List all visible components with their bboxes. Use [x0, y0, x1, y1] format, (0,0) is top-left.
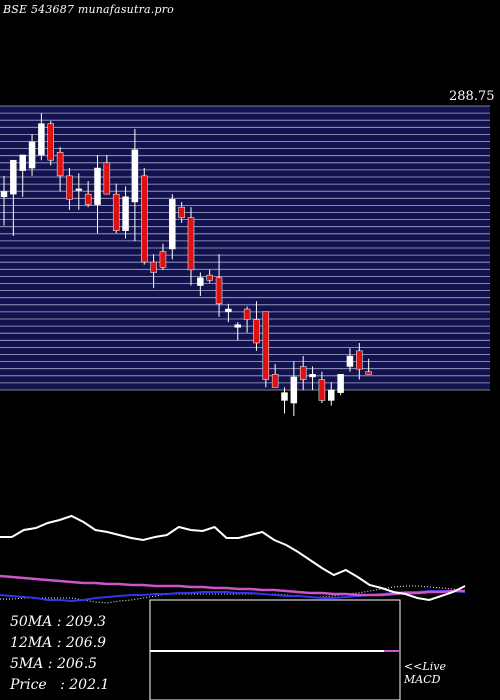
candle-body: [356, 350, 363, 370]
candle-body: [318, 379, 326, 401]
candle-body: [84, 193, 92, 205]
candles-group: [0, 113, 372, 417]
candle-body: [122, 196, 129, 231]
candle-body: [243, 308, 251, 320]
candle-body: [346, 355, 354, 367]
candle-body: [0, 191, 8, 197]
candle-body: [169, 199, 176, 250]
candle-body: [94, 167, 101, 205]
candle-body: [28, 141, 36, 169]
candle-body: [262, 311, 270, 380]
candle-body: [206, 274, 213, 281]
candle-body: [141, 175, 148, 263]
stat-price: Price : 202.1: [10, 677, 110, 693]
candle-body: [38, 123, 45, 156]
ma-stats-panel: 50MA : 209.3 12MA : 206.9 5MA : 206.5 Pr…: [10, 612, 109, 696]
stat-12ma: 12MA : 206.9: [10, 635, 106, 651]
candle-body: [187, 217, 195, 271]
candle-body: [215, 277, 223, 305]
live-link[interactable]: <<Live: [404, 660, 446, 673]
candle-body: [197, 277, 204, 286]
candle-body: [365, 371, 372, 375]
chart-header: BSE 543687 munafasutra.pro: [3, 3, 175, 16]
candle-body: [66, 175, 73, 200]
live-macd-label: <<Live MACD: [404, 660, 446, 686]
candle-body: [253, 319, 260, 344]
stat-5ma: 5MA : 206.5: [10, 656, 98, 672]
candle-body: [47, 123, 54, 161]
candle-body: [10, 159, 17, 195]
indicator-lines: [0, 514, 466, 604]
candle-body: [150, 261, 157, 273]
candle-body: [19, 154, 26, 171]
price-gridlines: [0, 105, 490, 391]
stat-50ma: 50MA : 209.3: [10, 614, 106, 630]
macd-label: MACD: [404, 673, 441, 686]
candle-body: [281, 392, 288, 401]
candle-body: [225, 308, 232, 312]
candle-body: [159, 251, 167, 268]
white-ma-line: [0, 514, 466, 602]
candle-body: [112, 193, 120, 231]
candle-body: [178, 206, 185, 218]
candle-body: [234, 324, 241, 328]
pink-ma-line: [0, 574, 465, 597]
candle-body: [131, 149, 139, 203]
candle-body: [290, 376, 298, 404]
candle-body: [337, 374, 344, 393]
top-price-label: 288.75: [449, 89, 495, 104]
candle-body: [299, 366, 307, 380]
candle-body: [309, 374, 316, 378]
candle-body: [103, 162, 111, 195]
candle-body: [75, 188, 83, 191]
candle-body: [56, 152, 64, 177]
candle-body: [328, 389, 335, 401]
candle-body: [271, 374, 279, 388]
